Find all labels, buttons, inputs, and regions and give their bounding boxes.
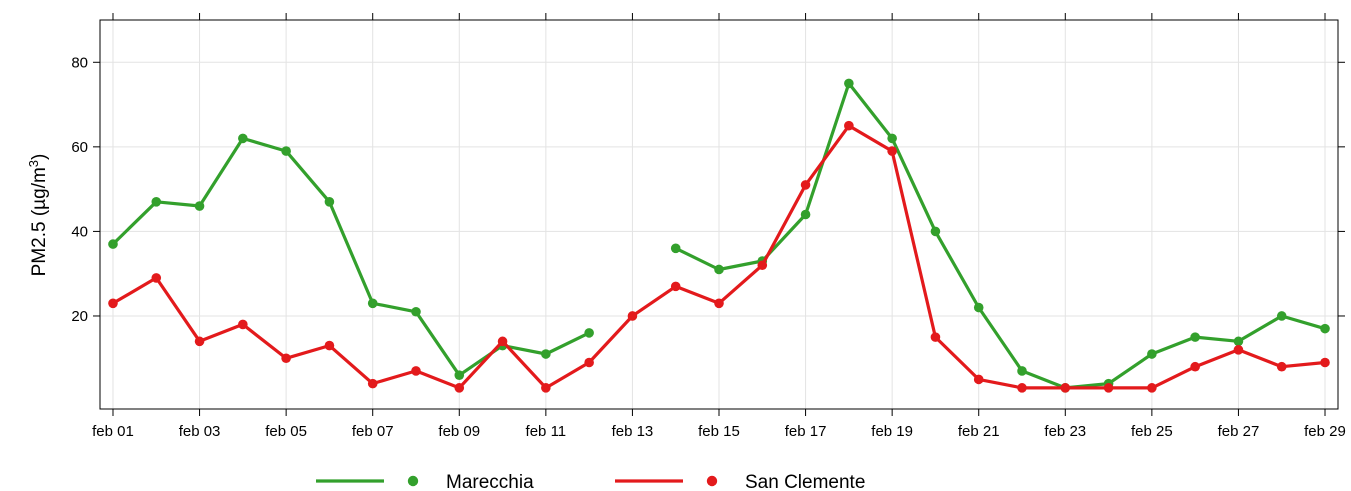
x-tick-label: feb 09 bbox=[438, 423, 480, 440]
data-point bbox=[1320, 357, 1330, 368]
y-axis: 20 40 60 80 bbox=[71, 54, 1345, 325]
data-point bbox=[1017, 383, 1027, 393]
x-tick-label: feb 25 bbox=[1131, 423, 1173, 440]
x-tick-label: feb 21 bbox=[958, 423, 1000, 440]
x-tick-label: feb 27 bbox=[1218, 423, 1260, 440]
data-point bbox=[800, 209, 811, 220]
data-point bbox=[151, 197, 162, 207]
x-tick-label: feb 07 bbox=[352, 423, 394, 440]
x-tick-label: feb 03 bbox=[179, 423, 221, 440]
data-point bbox=[454, 383, 465, 393]
data-point bbox=[411, 366, 421, 376]
data-point bbox=[194, 336, 205, 347]
data-point bbox=[930, 226, 941, 237]
y-tick-label: 80 bbox=[71, 54, 88, 71]
data-point bbox=[714, 298, 724, 309]
data-point bbox=[584, 357, 594, 368]
y-tick-label: 40 bbox=[71, 223, 88, 240]
y-axis-label-text: PM2.5 (µg/m bbox=[29, 167, 50, 276]
x-tick-label: feb 15 bbox=[698, 423, 740, 440]
data-point bbox=[1233, 345, 1244, 355]
data-point bbox=[714, 264, 724, 275]
data-point bbox=[1060, 383, 1071, 393]
x-tick-label: feb 11 bbox=[526, 423, 567, 440]
series-line-marecchia bbox=[674, 81, 1327, 390]
data-point bbox=[757, 260, 768, 271]
data-point bbox=[1103, 383, 1114, 393]
y-axis-label: PM2.5 (µg/m3) bbox=[26, 154, 51, 277]
data-point bbox=[108, 298, 118, 309]
data-point bbox=[1147, 349, 1157, 359]
data-point bbox=[108, 239, 118, 249]
legend-marker bbox=[706, 475, 718, 487]
x-tick-label: feb 29 bbox=[1304, 423, 1346, 440]
data-point bbox=[281, 353, 291, 364]
data-point bbox=[194, 201, 205, 211]
data-point bbox=[454, 370, 465, 380]
data-point bbox=[497, 336, 508, 347]
data-point bbox=[367, 298, 378, 309]
legend: Marecchia San Clemente bbox=[316, 472, 865, 491]
x-tick-label: feb 19 bbox=[871, 423, 913, 440]
x-tick-label: feb 17 bbox=[785, 423, 827, 440]
data-point bbox=[584, 328, 594, 338]
legend-label: San Clemente bbox=[745, 472, 865, 491]
data-point bbox=[844, 120, 854, 131]
data-point bbox=[930, 332, 941, 342]
data-point bbox=[887, 133, 897, 144]
legend-marker bbox=[407, 475, 419, 487]
data-point bbox=[367, 378, 378, 389]
data-point bbox=[800, 180, 811, 190]
data-point bbox=[151, 273, 162, 283]
data-point bbox=[238, 319, 248, 330]
data-point bbox=[324, 340, 335, 351]
data-point bbox=[973, 302, 984, 313]
data-point bbox=[541, 349, 551, 359]
y-axis-label-sup: 3 bbox=[26, 160, 41, 167]
x-tick-label: feb 23 bbox=[1044, 423, 1086, 440]
data-point bbox=[411, 306, 421, 317]
data-point bbox=[1147, 383, 1157, 393]
data-point bbox=[670, 243, 681, 254]
data-point bbox=[1276, 311, 1287, 321]
x-tick-label: feb 13 bbox=[612, 423, 654, 440]
y-axis-label-close: ) bbox=[29, 154, 50, 160]
data-point bbox=[1276, 361, 1287, 372]
data-point bbox=[238, 133, 248, 144]
legend-label: Marecchia bbox=[446, 472, 534, 491]
data-point bbox=[281, 146, 291, 156]
series-line-marecchia bbox=[111, 136, 591, 377]
data-point bbox=[1017, 366, 1027, 376]
data-point bbox=[1190, 332, 1200, 342]
data-point bbox=[541, 383, 551, 393]
data-point bbox=[844, 78, 854, 89]
data-point bbox=[887, 146, 897, 156]
data-point bbox=[1320, 323, 1330, 334]
x-axis: feb 01 feb 03 feb 05 feb 07 feb 09 feb 11 feb … bbox=[92, 13, 1346, 440]
series-layer bbox=[108, 78, 1330, 393]
data-point bbox=[973, 374, 984, 385]
data-point bbox=[670, 281, 681, 292]
data-point bbox=[1190, 361, 1200, 372]
data-point bbox=[324, 197, 335, 207]
data-point bbox=[627, 311, 638, 321]
y-tick-label: 20 bbox=[71, 308, 88, 325]
data-point bbox=[1233, 336, 1244, 347]
x-tick-label: feb 05 bbox=[265, 423, 307, 440]
y-tick-label: 60 bbox=[71, 139, 88, 156]
x-tick-label: feb 01 bbox=[92, 423, 134, 440]
